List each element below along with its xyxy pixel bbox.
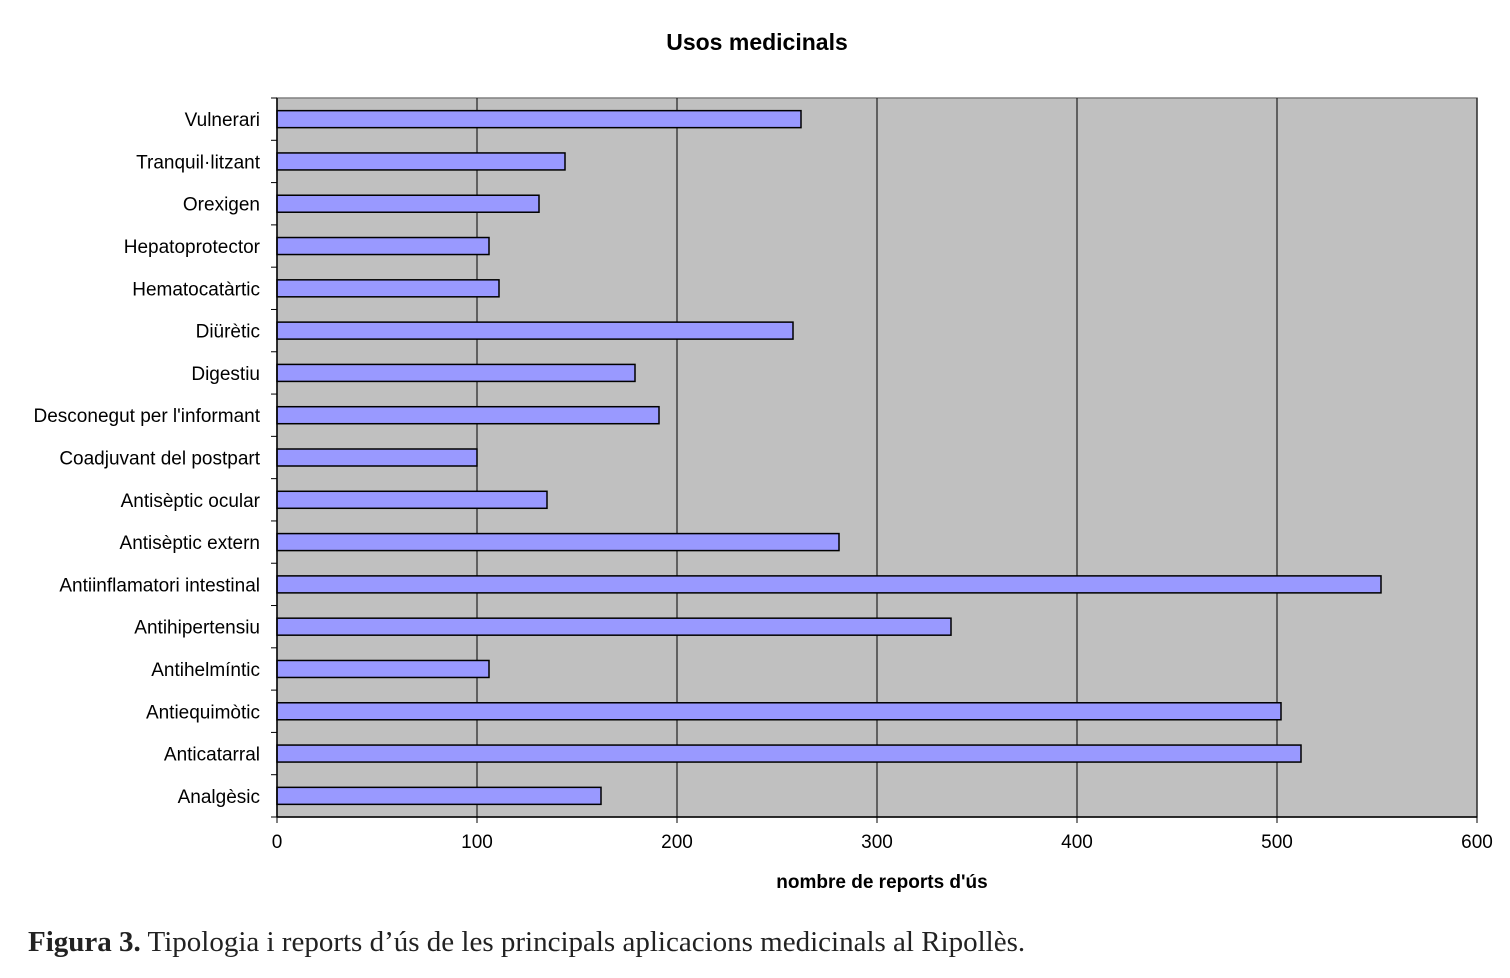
gridlines bbox=[476, 98, 1478, 817]
x-tick-label: 500 bbox=[1261, 832, 1293, 853]
category-label: Hepatoprotector bbox=[124, 237, 261, 258]
bars bbox=[276, 109, 1382, 806]
category-labels: Vulnerari Tranquil·litzant Orexigen Hepatop… bbox=[34, 97, 277, 818]
x-axis-label: nombre de reports d'ús bbox=[776, 872, 987, 893]
x-tick-label: 300 bbox=[861, 832, 893, 853]
bar bbox=[276, 448, 478, 467]
category-label: Antisèptic extern bbox=[120, 533, 260, 554]
bar bbox=[276, 194, 540, 213]
bar bbox=[276, 321, 794, 340]
category-label: Orexigen bbox=[183, 195, 260, 216]
bar bbox=[276, 617, 952, 636]
figure-caption: Figura 3. Tipologia i reports d’ús de le… bbox=[28, 926, 1025, 959]
caption-text: Tipologia i reports d’ús de les principa… bbox=[140, 926, 1026, 958]
category-label: Anticatarral bbox=[164, 745, 260, 766]
category-label: Tranquil·litzant bbox=[136, 152, 261, 173]
bar bbox=[276, 659, 490, 679]
category-label: Digestiu bbox=[191, 364, 260, 385]
category-label: Analgèsic bbox=[178, 787, 260, 808]
x-tick-label: 600 bbox=[1461, 832, 1493, 853]
category-label: Antihelmíntic bbox=[151, 660, 260, 681]
category-label: Antihipertensiu bbox=[134, 618, 260, 639]
bar bbox=[276, 532, 840, 552]
x-tick-label: 400 bbox=[1061, 832, 1093, 853]
bar bbox=[276, 152, 566, 171]
bar bbox=[276, 490, 548, 510]
bar bbox=[276, 236, 490, 256]
category-label: Vulnerari bbox=[185, 110, 260, 131]
category-label: Hematocatàrtic bbox=[132, 279, 260, 300]
x-axis-ticks: 0 100 200 300 400 500 600 bbox=[272, 817, 1493, 853]
bar bbox=[276, 575, 1382, 594]
bar bbox=[276, 744, 1302, 763]
category-label: Diürètic bbox=[196, 322, 260, 343]
bar bbox=[276, 405, 660, 425]
x-tick-label: 0 bbox=[272, 832, 283, 853]
bar bbox=[276, 786, 602, 806]
x-tick-label: 200 bbox=[661, 832, 693, 853]
x-tick-label: 100 bbox=[461, 832, 493, 853]
caption-label: Figura 3. bbox=[28, 926, 141, 958]
bar bbox=[276, 363, 636, 383]
bar bbox=[276, 702, 1282, 721]
bar bbox=[276, 279, 500, 298]
bar bbox=[276, 109, 802, 129]
category-label: Antiequimòtic bbox=[146, 702, 260, 723]
chart-title: Usos medicinals bbox=[666, 29, 848, 55]
category-label: Antisèptic ocular bbox=[121, 491, 261, 512]
category-label: Coadjuvant del postpart bbox=[59, 449, 260, 470]
category-label: Antiinflamatori intestinal bbox=[59, 575, 260, 596]
bar-chart: Usos medicinals Vulnerari Tranquil·litzan… bbox=[34, 29, 1493, 893]
category-label: Desconegut per l'informant bbox=[34, 406, 261, 427]
